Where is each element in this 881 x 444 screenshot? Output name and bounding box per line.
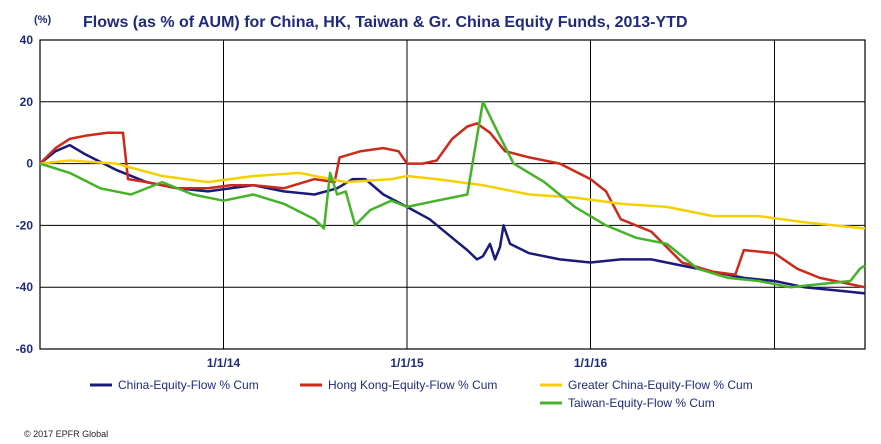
series-line-3 (39, 159, 866, 230)
x-tick-label: 1/1/14 (207, 356, 241, 370)
series-line-4 (39, 100, 866, 289)
legend-label: Hong Kong-Equity-Flow % Cum (328, 378, 497, 392)
y-tick-label: -20 (16, 218, 34, 232)
y-tick-label: 0 (26, 157, 33, 171)
series-lines (39, 100, 866, 295)
x-axis-ticks: 1/1/14 1/1/15 1/1/16 (207, 356, 608, 370)
plot-area (39, 39, 866, 350)
x-tick-label: 1/1/16 (574, 356, 608, 370)
y-tick-label: -60 (16, 342, 34, 356)
y-tick-label: 40 (20, 33, 34, 47)
legend-label: Greater China-Equity-Flow % Cum (568, 378, 753, 392)
y-tick-label: 20 (20, 95, 34, 109)
legend-label: China-Equity-Flow % Cum (118, 378, 259, 392)
copyright-text: © 2017 EPFR Global (24, 429, 108, 439)
x-tick-label: 1/1/15 (390, 356, 424, 370)
unit-label: (%) (34, 14, 51, 26)
y-axis-ticks: 40 20 0 -20 -40 -60 (16, 33, 34, 356)
y-tick-label: -40 (16, 280, 34, 294)
chart-title: Flows (as % of AUM) for China, HK, Taiwa… (83, 14, 688, 31)
gridlines (40, 40, 865, 349)
legend-label: Taiwan-Equity-Flow % Cum (568, 396, 715, 410)
legend: China-Equity-Flow % Cum Hong Kong-Equity-… (90, 378, 753, 410)
